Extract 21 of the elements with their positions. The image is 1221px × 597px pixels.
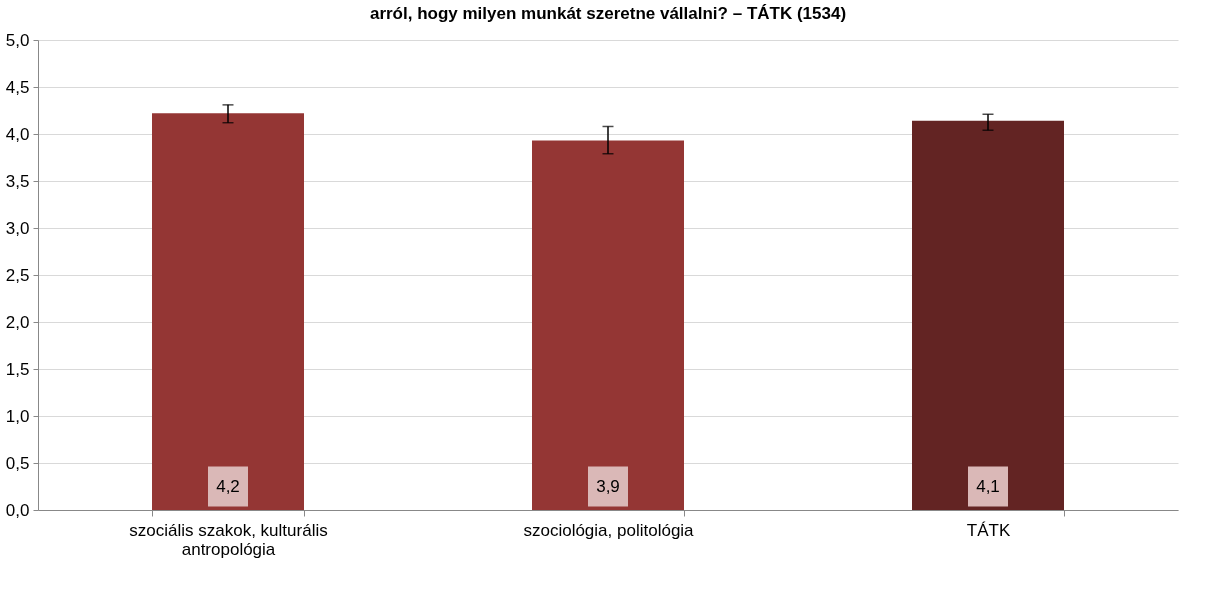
y-tick-label: 5,0 bbox=[5, 30, 30, 50]
bar bbox=[912, 120, 1064, 510]
x-tick-label: TÁTK bbox=[966, 520, 1011, 540]
y-tick-label: 4,5 bbox=[5, 77, 30, 97]
y-tick-label: 4,0 bbox=[5, 124, 30, 144]
y-tick-label: 0,0 bbox=[5, 500, 30, 520]
y-tick-label: 2,5 bbox=[5, 265, 30, 285]
x-tick-label: szociológia, politológia bbox=[523, 520, 695, 540]
y-tick-label: 3,0 bbox=[5, 218, 30, 238]
y-tick-label: 3,5 bbox=[5, 171, 30, 191]
y-tick-label: 1,5 bbox=[5, 359, 30, 379]
chart-title: arról, hogy milyen munkát szeretne vállalni? – TÁTK (1534) bbox=[369, 4, 847, 23]
data-label: 4,2 bbox=[216, 476, 240, 496]
y-tick-label: 0,5 bbox=[5, 453, 30, 473]
y-tick-label: 1,0 bbox=[5, 406, 30, 426]
data-label: 4,1 bbox=[976, 476, 1000, 496]
x-tick-label: szociális szakok, kulturális antropológia bbox=[129, 520, 328, 559]
bar bbox=[152, 113, 304, 510]
data-label: 3,9 bbox=[596, 476, 620, 496]
bar bbox=[532, 140, 684, 510]
y-tick-label: 2,0 bbox=[5, 312, 30, 332]
